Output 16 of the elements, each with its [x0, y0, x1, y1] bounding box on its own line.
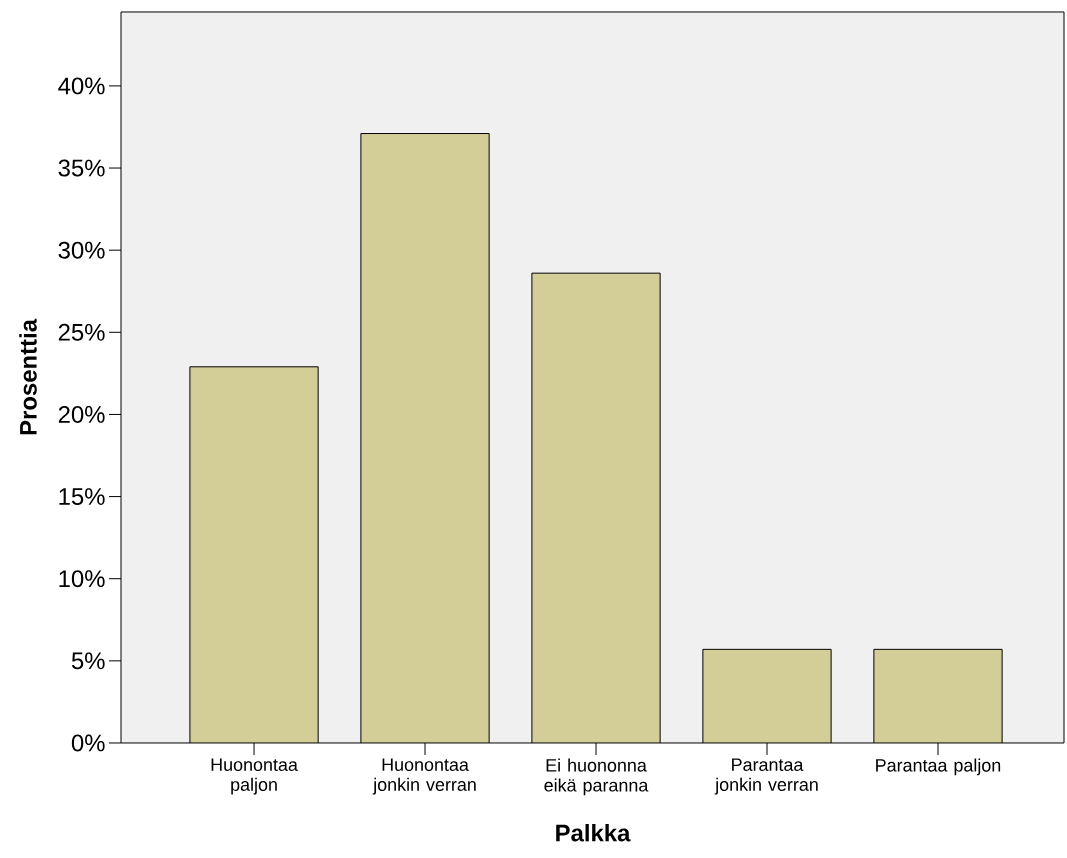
- y-tick-label: 30%: [58, 241, 105, 259]
- y-tick-label: 15%: [59, 488, 105, 505]
- y-tick-label: 10%: [59, 570, 105, 588]
- x-tick-label: Parantaa jonkin verran: [714, 758, 818, 795]
- x-tick-label: Huonontaa paljon: [211, 758, 298, 795]
- y-tick-label: 40%: [58, 77, 105, 95]
- y-tick-label: 0%: [71, 734, 105, 752]
- y-tick-label: 5%: [71, 652, 105, 670]
- x-tick-label: Parantaa paljon: [876, 758, 1001, 776]
- y-tick-label: 35%: [58, 159, 105, 177]
- x-tick-label: Huonontaa jonkin verran: [372, 758, 476, 795]
- x-tick-label: Ei huononna eikä paranna: [544, 758, 649, 796]
- y-axis-title: Prosenttia: [19, 318, 37, 435]
- y-tick-label: 25%: [58, 323, 105, 341]
- x-axis-title: Palkka: [556, 823, 631, 842]
- y-tick-label: 20%: [58, 405, 105, 423]
